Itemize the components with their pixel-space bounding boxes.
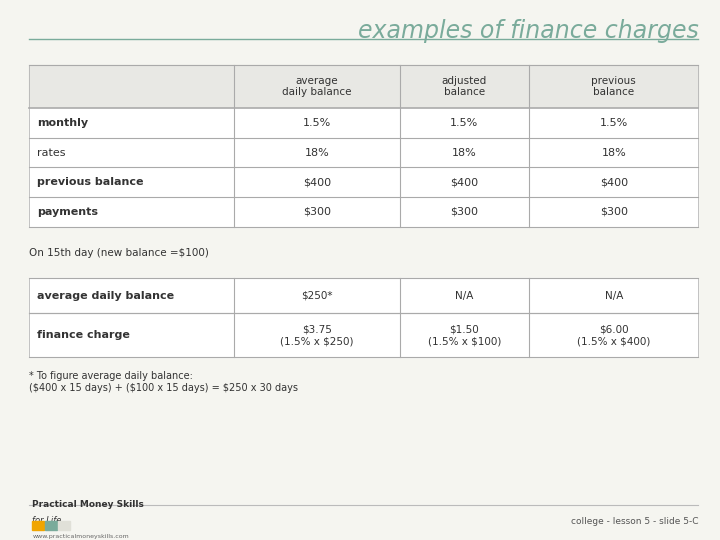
Text: www.practicalmoneyskills.com: www.practicalmoneyskills.com [32,534,129,538]
Bar [29,197,698,227]
Bar [58,521,70,530]
Bar [29,167,698,197]
Text: $3.75
(1.5% x $250): $3.75 (1.5% x $250) [280,325,354,346]
Bar [29,108,698,138]
Bar [45,521,57,530]
Text: adjusted
balance: adjusted balance [442,76,487,97]
Text: $250*: $250* [301,291,333,301]
Bar [29,65,698,108]
Text: previous balance: previous balance [37,177,144,187]
Bar [32,521,44,530]
Text: average
daily balance: average daily balance [282,76,351,97]
Text: N/A: N/A [605,291,623,301]
Text: On 15th day (new balance =$100): On 15th day (new balance =$100) [29,248,209,259]
Text: 1.5%: 1.5% [450,118,479,128]
Text: $300: $300 [600,207,628,217]
Text: 18%: 18% [452,147,477,158]
Bar [29,313,698,357]
Bar [29,138,698,167]
Text: N/A: N/A [455,291,474,301]
Text: 1.5%: 1.5% [302,118,331,128]
Text: 18%: 18% [305,147,329,158]
Text: 18%: 18% [601,147,626,158]
Text: finance charge: finance charge [37,330,130,340]
Bar [29,278,698,313]
Text: $300: $300 [303,207,330,217]
Text: $400: $400 [450,177,479,187]
Text: $300: $300 [451,207,478,217]
Text: average daily balance: average daily balance [37,291,174,301]
Text: * To figure average daily balance:
($400 x 15 days) + ($100 x 15 days) = $250 x : * To figure average daily balance: ($400… [29,371,298,393]
Text: examples of finance charges: examples of finance charges [358,19,698,43]
Text: college - lesson 5 - slide 5-C: college - lesson 5 - slide 5-C [571,517,698,525]
Text: rates: rates [37,147,66,158]
Text: monthly: monthly [37,118,89,128]
Text: $1.50
(1.5% x $100): $1.50 (1.5% x $100) [428,325,501,346]
Text: $400: $400 [600,177,628,187]
Text: 1.5%: 1.5% [600,118,628,128]
Text: for Life: for Life [32,516,62,525]
Text: payments: payments [37,207,99,217]
Text: Practical Money Skills: Practical Money Skills [32,500,144,509]
Text: $400: $400 [302,177,331,187]
Text: $6.00
(1.5% x $400): $6.00 (1.5% x $400) [577,325,650,346]
Text: previous
balance: previous balance [591,76,636,97]
